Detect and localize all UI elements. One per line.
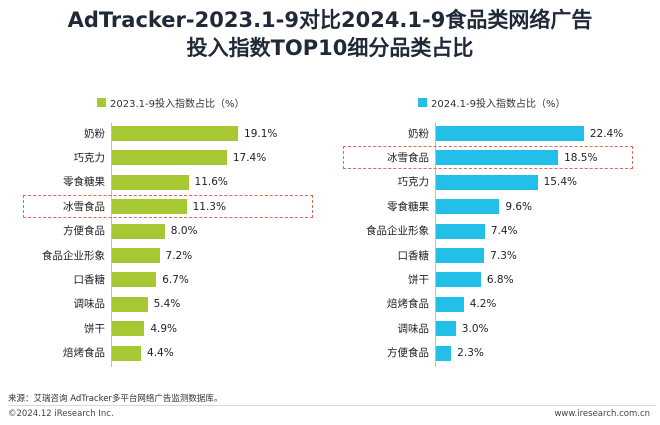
category-label: 调味品 [397,322,430,335]
bar [112,272,157,288]
bar [436,345,452,361]
legend-2: 2024.1-9投入指数占比（%） [418,95,566,110]
bar [436,272,481,288]
data-label: 7.3% [490,249,517,262]
data-label: 5.4% [153,298,181,311]
category-label: 奶粉 [408,127,429,140]
data-label: 19.1% [244,127,278,140]
category-label: 冰雪食品 [387,151,429,164]
category-axis [435,123,436,367]
legend-1: 2023.1-9投入指数占比（%） [97,95,245,110]
bar [112,126,239,141]
bar [112,248,160,263]
data-label: 11.3% [192,200,226,213]
category-label: 口香糖 [73,273,106,286]
category-label: 方便食品 [63,225,105,238]
legend-label: 2023.1-9投入指数占比（%） [110,98,245,110]
website-link[interactable]: www.iresearch.com.cn [554,409,650,419]
data-label: 22.4% [589,127,624,140]
category-label: 调味品 [73,298,106,311]
bar [436,321,456,337]
bar [112,223,165,239]
category-label: 食品企业形象 [366,225,429,238]
category-label: 饼干 [408,273,429,286]
legend-label: 2024.1-9投入指数占比（%） [431,98,566,110]
highlight-box [23,195,313,219]
data-label: 6.8% [486,273,514,286]
category-label: 方便食品 [387,347,429,360]
bar [436,223,485,239]
legend-swatch [418,97,427,107]
category-label: 奶粉 [84,127,105,140]
bar [436,296,464,312]
bar [436,248,485,263]
bar [112,345,142,361]
data-label: 6.7% [162,273,189,286]
data-label: 17.4% [232,151,267,164]
bar [436,174,538,190]
data-label: 15.4% [543,176,577,189]
bar [112,296,148,312]
data-label: 8.0% [170,225,198,238]
data-label: 4.2% [469,298,497,311]
category-label: 冰雪食品 [63,200,105,213]
footer-divider [8,405,656,406]
category-label: 饼干 [84,322,105,335]
bar [436,126,584,141]
category-label: 零食糖果 [387,200,429,213]
source-note: 来源：艾瑞咨询 AdTracker多平台网络广告监测数据库。 [8,394,223,404]
data-label: 3.0% [461,322,489,335]
data-label: 2.3% [457,347,484,360]
data-label: 7.4% [490,225,518,238]
bar [436,150,559,166]
data-label: 4.9% [150,322,178,335]
category-label: 零食糖果 [63,176,105,189]
data-label: 9.6% [505,200,533,213]
bar [436,199,500,215]
bar [112,174,189,190]
bar [112,150,227,166]
category-label: 焙烤食品 [63,347,105,360]
bar [112,199,187,215]
category-label: 口香糖 [397,249,430,262]
category-label: 巧克力 [73,151,106,164]
data-label: 7.2% [165,249,193,262]
legend-swatch [97,97,106,107]
category-axis [111,123,112,367]
bar [112,321,145,337]
data-label: 18.5% [564,151,598,164]
chart-title-line2: 投入指数TOP10细分品类占比 [186,36,474,60]
data-label: 4.4% [147,347,174,360]
chart-title-line1: AdTracker-2023.1-9对比2024.1-9食品类网络广告 [67,8,593,32]
category-label: 焙烤食品 [387,298,429,311]
category-label: 巧克力 [397,176,430,189]
data-label: 11.6% [194,176,228,189]
category-label: 食品企业形象 [42,249,105,262]
highlight-box [343,146,633,170]
copyright: ©2024.12 iResearch Inc. [8,409,114,419]
